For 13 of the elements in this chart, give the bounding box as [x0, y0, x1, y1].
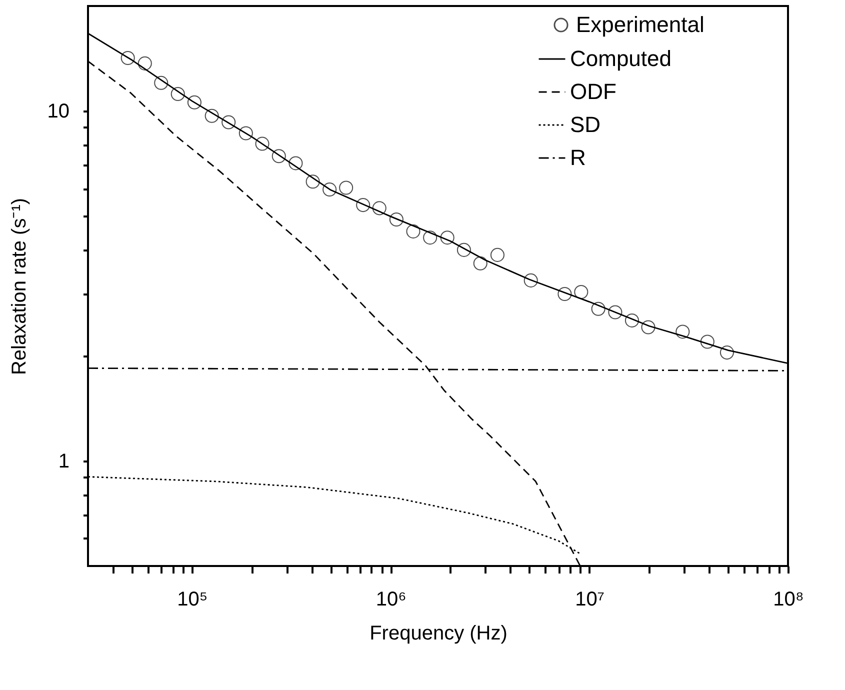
x-tick-label: 10⁶ [376, 588, 406, 610]
legend-label: SD [570, 112, 601, 137]
y-axis-title: Relaxation rate (s⁻¹) [8, 198, 30, 376]
x-tick-label: 10⁵ [177, 588, 208, 610]
legend-label: ODF [570, 79, 616, 104]
x-tick-label: 10⁷ [575, 588, 605, 610]
y-tick-label: 1 [58, 450, 70, 472]
x-axis-title: Frequency (Hz) [370, 622, 508, 644]
y-tick-label: 10 [47, 100, 70, 123]
legend-label: Experimental [576, 12, 704, 37]
legend-label: R [570, 145, 586, 170]
legend-label: Computed [570, 46, 672, 71]
x-tick-label: 10⁸ [773, 588, 804, 610]
